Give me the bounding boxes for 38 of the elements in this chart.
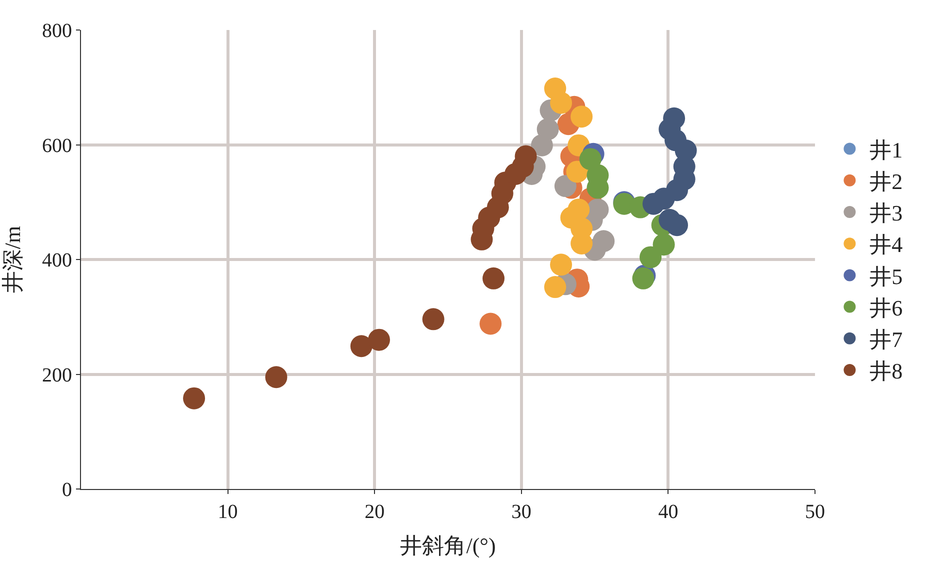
legend-label: 井2 (870, 168, 903, 194)
point (183, 387, 206, 410)
x-tick-label: 10 (218, 501, 238, 523)
legend-label: 井7 (870, 326, 903, 352)
y-tick-label: 200 (42, 364, 72, 386)
legend-label: 井8 (870, 358, 903, 384)
point (586, 198, 609, 221)
point (554, 175, 576, 198)
point (550, 92, 572, 114)
x-tick-label: 30 (511, 501, 532, 523)
point (642, 192, 665, 215)
point (570, 106, 593, 128)
x-axis-title: 井斜角/(°) (400, 532, 496, 558)
legend-label: 井5 (870, 264, 903, 289)
point (368, 328, 390, 351)
y-tick-label: 800 (42, 20, 72, 42)
point (350, 335, 372, 358)
point (544, 276, 566, 298)
y-axis-title: 井深/m (0, 226, 25, 294)
point (265, 366, 288, 388)
point (640, 246, 662, 268)
y-tick-label: 400 (42, 250, 72, 272)
point (422, 308, 444, 330)
point (480, 312, 502, 335)
legend-label: 井3 (870, 200, 903, 226)
y-tick-label: 0 (62, 479, 72, 501)
point (482, 267, 505, 290)
point (530, 134, 553, 156)
legend-label: 井4 (870, 232, 903, 258)
legend-label: 井6 (870, 295, 903, 320)
x-tick-label: 50 (805, 501, 825, 523)
x-tick-label: 40 (658, 501, 678, 523)
legend-label: 井1 (870, 137, 903, 162)
x-tick-label: 20 (364, 501, 385, 523)
point (666, 214, 688, 236)
point (550, 254, 572, 276)
point (652, 234, 675, 256)
y-tick-label: 600 (42, 134, 72, 157)
